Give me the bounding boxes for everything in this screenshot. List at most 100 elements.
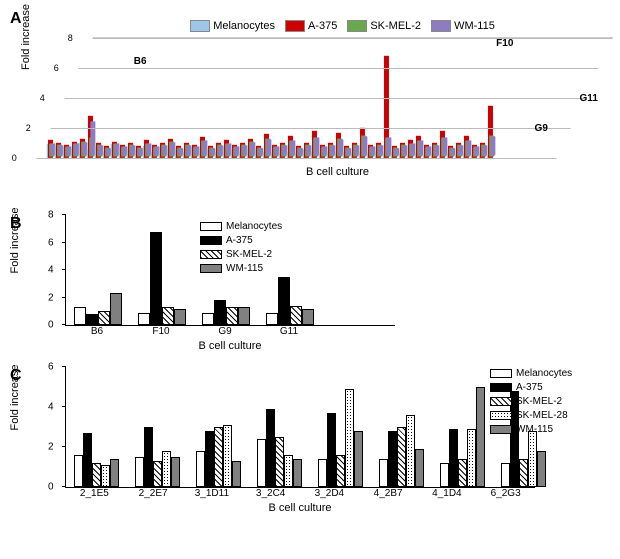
- bar: [238, 307, 250, 325]
- bar-group-2_2E7: [135, 427, 180, 487]
- bar: [202, 313, 214, 325]
- bar: [379, 459, 388, 487]
- ytick: 8: [68, 33, 73, 43]
- legend-item: SK-MEL-2: [490, 395, 572, 408]
- bar: [266, 313, 278, 325]
- bar: [501, 463, 510, 487]
- bar: [440, 463, 449, 487]
- bar: [144, 427, 153, 487]
- ytick: 4: [48, 265, 54, 276]
- bar: [257, 439, 266, 487]
- xtick-B6: B6: [73, 326, 121, 337]
- ytick: 6: [48, 362, 54, 373]
- ytick: 4: [48, 402, 54, 413]
- bar: [336, 455, 345, 487]
- bar: [302, 309, 314, 326]
- xtick-3_1D11: 3_1D11: [191, 488, 234, 499]
- callout-b6: B6: [134, 56, 147, 67]
- panel-b-xlabel: B cell culture: [65, 340, 395, 352]
- bar-group-G11: [266, 277, 314, 325]
- xtick-G9: G9: [201, 326, 249, 337]
- callout-g11: G11: [579, 93, 597, 104]
- bar: [266, 409, 275, 487]
- bar: [284, 455, 293, 487]
- bar: [449, 429, 458, 487]
- bar-group-3_2D4: [318, 389, 363, 487]
- legend-item: A-375: [200, 234, 282, 247]
- callout-f10: F10: [496, 38, 513, 49]
- bar-group-3_2C4: [257, 409, 302, 487]
- bar: [226, 307, 238, 325]
- bar: [135, 457, 144, 487]
- ytick: 2: [48, 442, 54, 453]
- legend-item: SK-MEL-2: [200, 248, 282, 261]
- xtick-3_2D4: 3_2D4: [308, 488, 351, 499]
- bar: [174, 309, 186, 326]
- bar-group-2_1E5: [74, 433, 119, 487]
- ytick: 6: [48, 237, 54, 248]
- bar: [83, 433, 92, 487]
- legend-item: WM-115: [490, 423, 572, 436]
- ytick: 0: [48, 320, 54, 331]
- panel-c: C Fold increase 0246 2_1E52_2E73_1D113_2…: [10, 367, 610, 514]
- bar: [537, 451, 546, 487]
- bar: [406, 415, 415, 487]
- bar: [150, 232, 162, 326]
- panel-c-plot: 0246: [65, 367, 535, 488]
- bar: [415, 449, 424, 487]
- bar-group-4_2B7: [379, 415, 424, 487]
- bar: [214, 300, 226, 325]
- bar-group: [45, 38, 52, 158]
- bar-group-3_1D11: [196, 425, 241, 487]
- bar: [388, 431, 397, 487]
- legend-item: A-375: [308, 20, 337, 32]
- bar: [528, 431, 537, 487]
- ytick: 2: [26, 123, 31, 133]
- xtick-2_1E5: 2_1E5: [73, 488, 116, 499]
- legend-item: Melanocytes: [200, 220, 282, 233]
- panel-c-legend: MelanocytesA-375SK-MEL-2SK-MEL-28WM-115: [490, 367, 572, 437]
- ytick: 8: [48, 210, 54, 221]
- bar: [214, 427, 223, 487]
- bar: [345, 389, 354, 487]
- bar: [196, 451, 205, 487]
- bar: [223, 425, 232, 487]
- bar: [153, 461, 162, 487]
- bar: [110, 293, 122, 325]
- legend-item: SK-MEL-2: [370, 20, 421, 32]
- panel-a-ylabel: Fold increase: [20, 4, 32, 70]
- panel-a-plot: 02468B6F10G9G11: [37, 37, 613, 158]
- xtick-4_1D4: 4_1D4: [426, 488, 469, 499]
- bar: [92, 463, 101, 487]
- bar: [476, 387, 485, 487]
- bar: [74, 455, 83, 487]
- bar-group-G9: [202, 300, 250, 325]
- xtick-2_2E7: 2_2E7: [132, 488, 175, 499]
- bar: [490, 136, 495, 156]
- bar: [327, 413, 336, 487]
- ytick: 0: [12, 153, 17, 163]
- bar: [171, 457, 180, 487]
- panel-b-ylabel: Fold increase: [9, 207, 21, 273]
- legend-item: Melanocytes: [490, 367, 572, 380]
- bar: [293, 459, 302, 487]
- panel-b-legend: MelanocytesA-375SK-MEL-2WM-115: [200, 220, 282, 276]
- bar-group-B6: [74, 293, 122, 325]
- bar: [397, 427, 406, 487]
- legend-item: Melanocytes: [213, 20, 275, 32]
- bar: [318, 459, 327, 487]
- xtick-G11: G11: [265, 326, 313, 337]
- bar: [458, 459, 467, 487]
- ytick: 0: [48, 482, 54, 493]
- bar-group-4_1D4: [440, 387, 485, 487]
- bar-group: [53, 38, 60, 158]
- ytick: 4: [40, 93, 45, 103]
- bar-group-F10: [138, 232, 186, 326]
- bar: [162, 307, 174, 325]
- callout-g9: G9: [534, 123, 547, 134]
- panel-b: B Fold increase 02468 B6F10G9G11 B cell …: [10, 215, 610, 352]
- xtick-6_2G3: 6_2G3: [484, 488, 527, 499]
- bar: [290, 306, 302, 325]
- bar: [354, 431, 363, 487]
- bar: [275, 437, 284, 487]
